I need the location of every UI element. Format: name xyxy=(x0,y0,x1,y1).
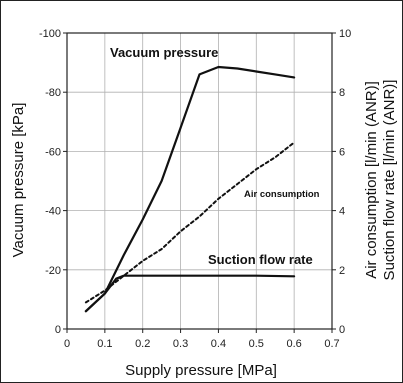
axes xyxy=(63,32,336,333)
y-left-tick-label: 0 xyxy=(55,324,61,336)
y-axis-right-label-2: Suction flow rate [l/min (ANR)] xyxy=(381,80,398,281)
x-tick-label: 0.6 xyxy=(286,338,301,350)
annotation-suction-flow-rate: Suction flow rate xyxy=(208,252,313,267)
y-left-tick-label: -40 xyxy=(45,206,61,218)
y-left-tick-label: -60 xyxy=(45,146,61,158)
annotations: Vacuum pressure Air consumption Suction fl… xyxy=(110,45,320,267)
x-tick-label: 0.3 xyxy=(173,338,188,350)
y-axis-right-label-1: Air consumption [l/min (ANR)] xyxy=(363,81,380,279)
x-tick-label: 0.1 xyxy=(97,338,112,350)
x-tick-label: 0.2 xyxy=(135,338,150,350)
series-lines xyxy=(84,65,296,313)
y-axis-left-label: Vacuum pressure [kPa] xyxy=(10,103,27,258)
x-axis-label: Supply pressure [MPa] xyxy=(125,362,277,379)
y-right-tick-label: 0 xyxy=(339,324,345,336)
y-right-tick-label: 6 xyxy=(339,146,345,158)
tick-labels: 0 0.1 0.2 0.3 0.4 0.5 0.6 0.70-20-40-60-80-1000… xyxy=(39,28,351,350)
y-left-tick-label: -20 xyxy=(45,265,61,277)
series-line-suction-flow-rate xyxy=(84,274,296,313)
x-tick-label: 0.4 xyxy=(211,338,226,350)
plot-border xyxy=(66,32,333,330)
annotation-air-consumption: Air consumption xyxy=(244,189,320,200)
y-left-tick-label: -80 xyxy=(45,87,61,99)
x-tick-label: 0.5 xyxy=(249,338,264,350)
series-line-air-consumption xyxy=(84,141,296,304)
y-left-tick-label: -100 xyxy=(39,28,61,40)
annotation-vacuum-pressure: Vacuum pressure xyxy=(110,45,218,60)
y-right-tick-label: 10 xyxy=(339,28,351,40)
x-tick-label: 0.7 xyxy=(324,338,339,350)
y-right-tick-label: 8 xyxy=(339,87,345,99)
x-tick-label: 0 xyxy=(64,338,70,350)
y-right-tick-label: 2 xyxy=(339,265,345,277)
y-right-tick-label: 4 xyxy=(339,206,345,218)
series-line-vacuum-pressure xyxy=(84,65,296,313)
